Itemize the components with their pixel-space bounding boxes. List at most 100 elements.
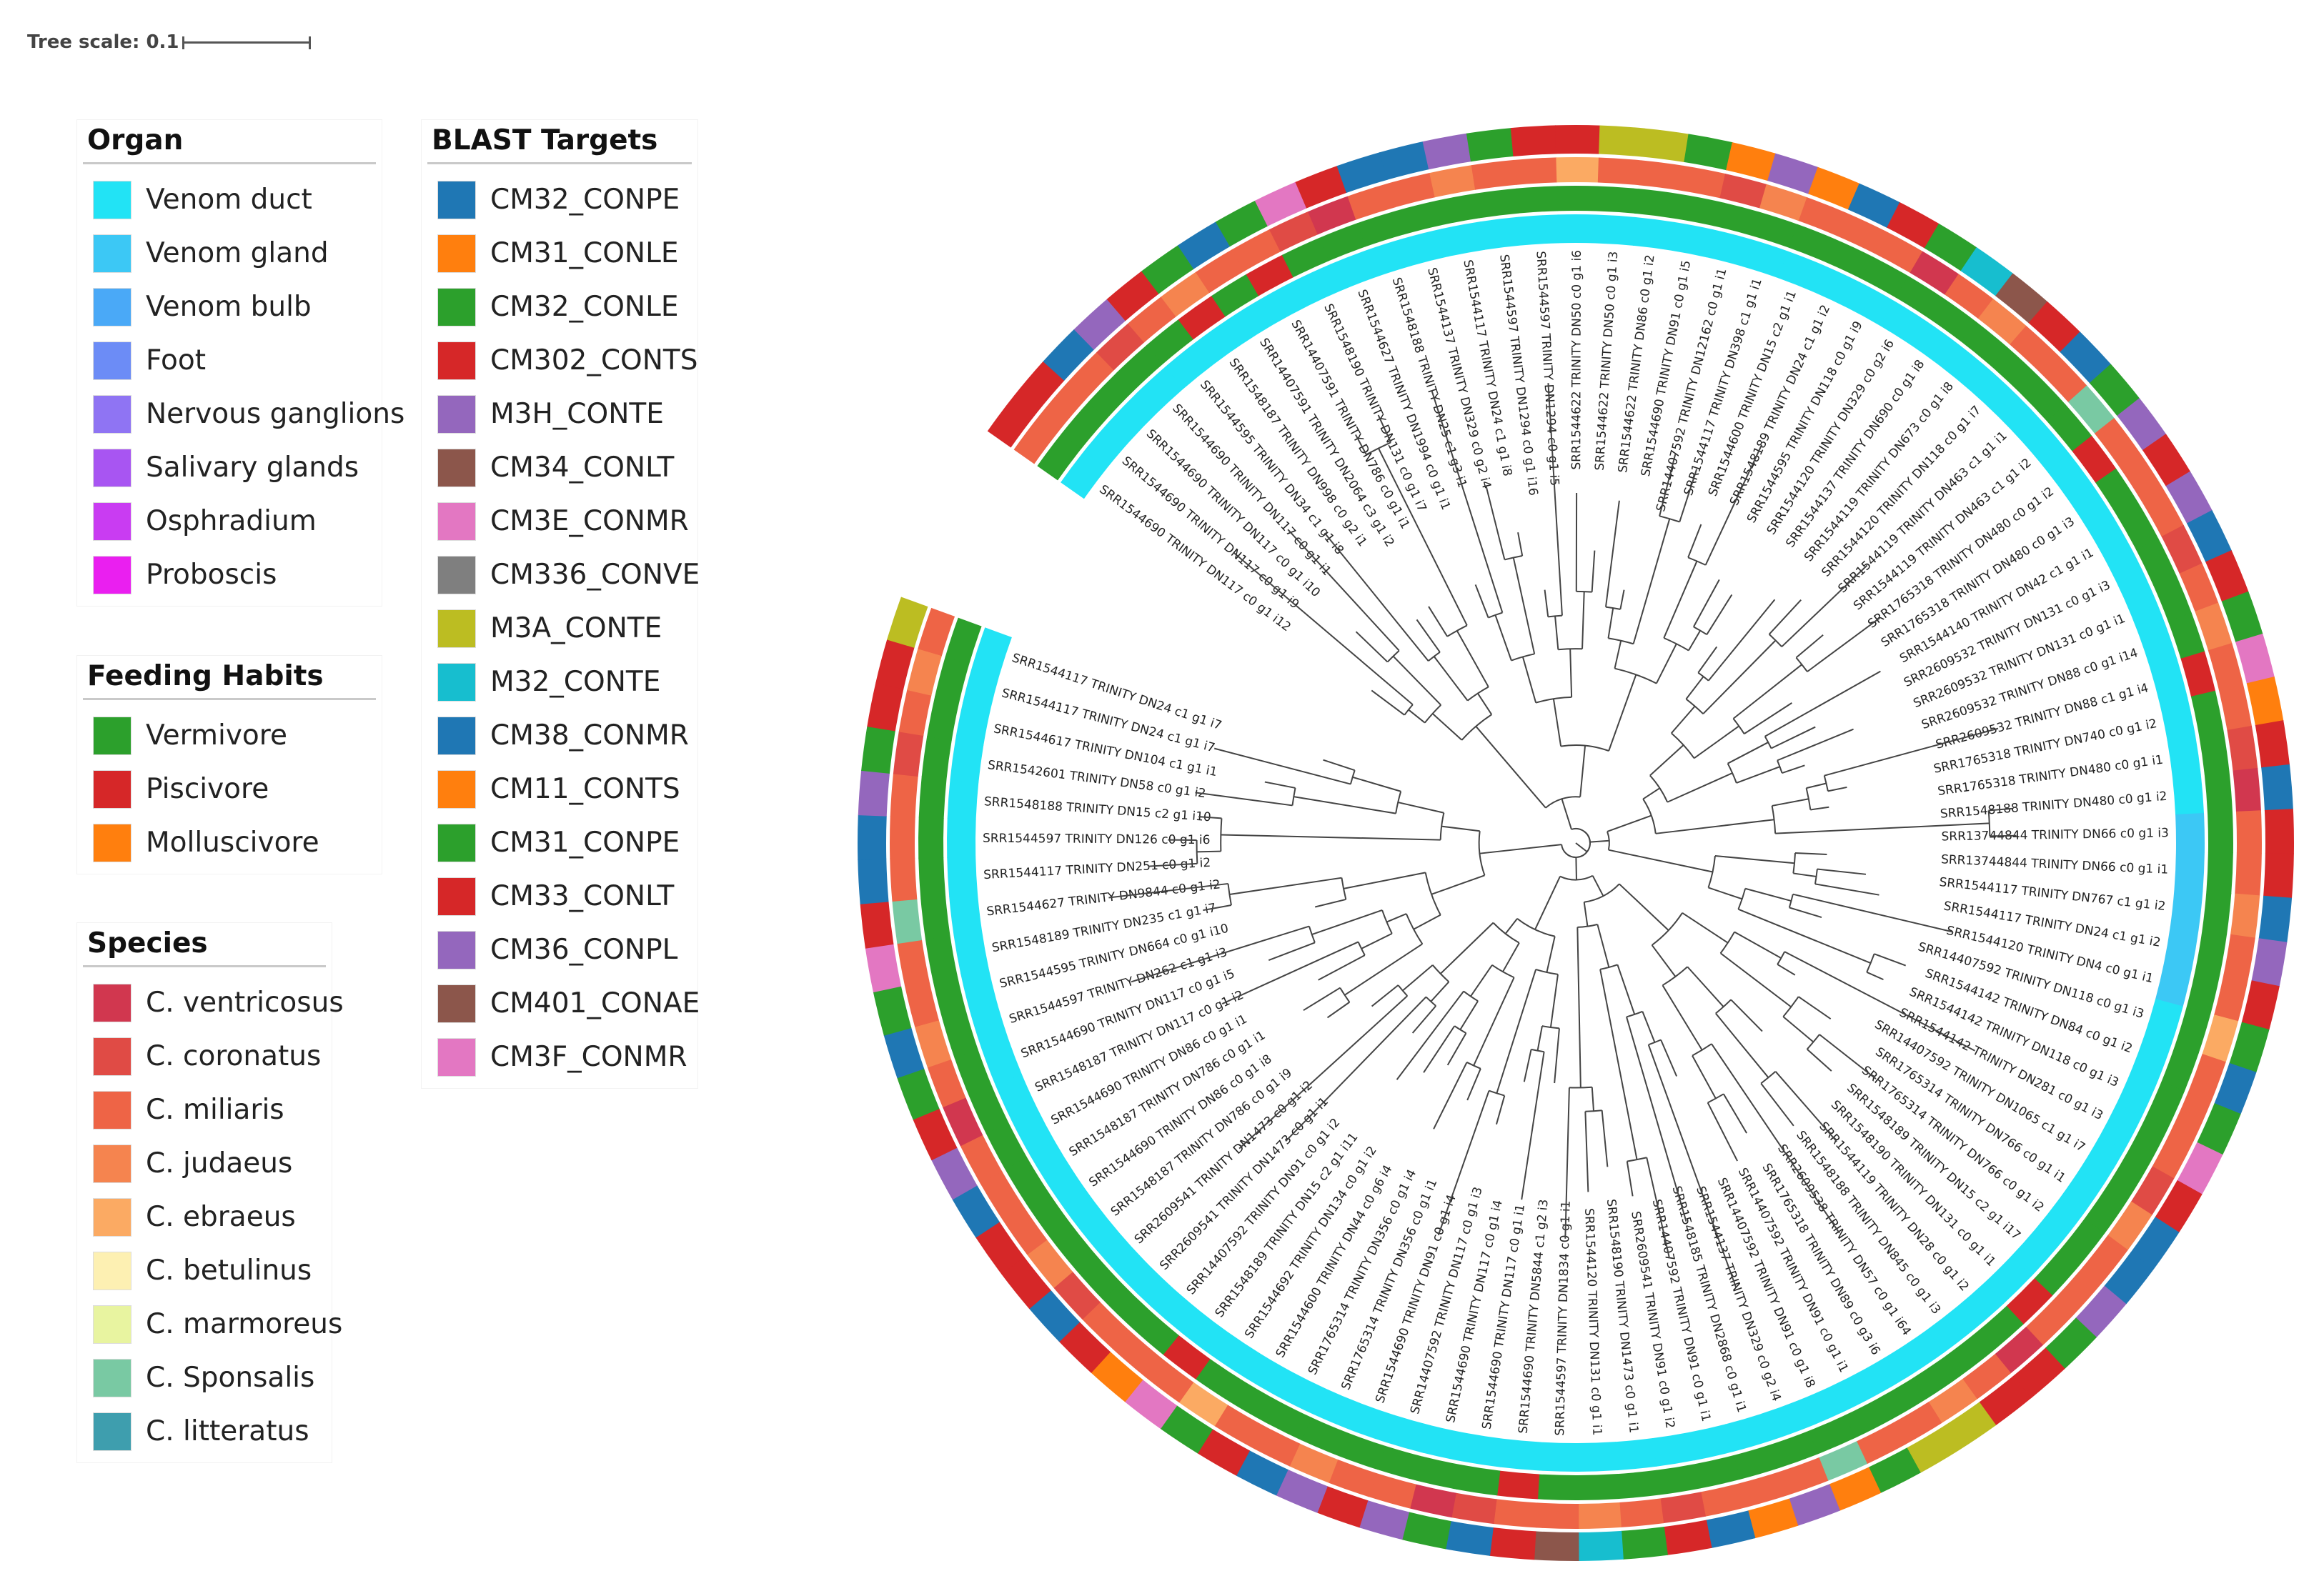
ring-feeding-cell xyxy=(1516,186,1559,214)
tree-arc xyxy=(1599,964,1618,970)
legend-label: C. ventricosus xyxy=(146,987,344,1019)
ring-blast-cell xyxy=(2197,1103,2241,1155)
tree-branch xyxy=(1323,759,1355,772)
ring-species-cell xyxy=(1347,183,1396,220)
leaf-label: SRR1544117 TRINITY DN251 c0 g1 i2 xyxy=(983,856,1211,882)
tree-branch xyxy=(1534,876,1561,930)
ring-organ-cell xyxy=(1846,281,1895,326)
tree-branch xyxy=(1521,1052,1545,1200)
tree-arc xyxy=(1397,984,1409,997)
ring-organ-cell xyxy=(1151,1285,1199,1333)
ring-blast-cell xyxy=(875,639,915,689)
tree-branch xyxy=(1642,787,1661,800)
ring-species-cell xyxy=(2208,642,2244,691)
legend-swatch xyxy=(437,877,476,916)
ring-species-cell xyxy=(1328,1459,1377,1497)
legend-label: C. litteratus xyxy=(146,1415,309,1447)
leaf-label: SRR1544597 TRINITY DN126 c0 g1 i6 xyxy=(983,832,1211,847)
ring-feeding-cell xyxy=(2206,852,2233,894)
tree-branch xyxy=(1760,1082,1794,1127)
ring-species-cell xyxy=(1928,1379,1977,1424)
ring-species-cell xyxy=(1388,172,1436,208)
legend-swatch xyxy=(437,930,476,969)
ring-blast-cell xyxy=(1555,125,1601,154)
tree-branch xyxy=(1988,807,2012,812)
tree-branch xyxy=(1626,1161,1634,1197)
legend-swatch xyxy=(437,716,476,755)
ring-blast-cell xyxy=(2177,1142,2223,1195)
legend-swatch xyxy=(93,502,131,541)
legend-item: CM302_CONTS xyxy=(427,334,698,387)
legend-swatch xyxy=(437,180,476,219)
legend-item: Piscivore xyxy=(83,762,376,816)
tree-arc xyxy=(1381,909,1393,934)
ring-feeding-cell xyxy=(2186,969,2220,1014)
legend-item: Foot xyxy=(83,334,376,387)
ring-organ-cell xyxy=(1956,1282,2005,1330)
ring-organ-cell xyxy=(1615,1438,1657,1471)
legend-swatch xyxy=(93,394,131,434)
tree-branch xyxy=(1679,469,1698,522)
legend-item: C. judaeus xyxy=(83,1137,326,1190)
ring-organ-cell xyxy=(2107,551,2150,599)
tree-branch xyxy=(1777,964,1796,976)
legend-item: C. ebraeus xyxy=(83,1190,326,1244)
ring-organ-cell xyxy=(947,779,979,820)
legend-swatch xyxy=(437,341,476,380)
tree-branch xyxy=(1727,742,1769,764)
ring-feeding-cell xyxy=(1808,1415,1856,1455)
tree-branch xyxy=(1732,664,1802,719)
ring-organ-cell xyxy=(1895,1330,1945,1375)
tree-branch xyxy=(1708,887,1743,900)
ring-species-cell xyxy=(898,689,932,737)
tree-branch xyxy=(1411,1005,1437,1034)
ring-feeding-cell xyxy=(1825,239,1873,279)
legend-swatch xyxy=(93,1037,131,1076)
legend-swatch xyxy=(437,1037,476,1077)
legend-label: M32_CONTE xyxy=(490,666,661,698)
ring-blast-cell xyxy=(1028,1290,1081,1342)
tree-branch xyxy=(1730,999,1763,1032)
ring-organ-cell xyxy=(1578,1442,1618,1472)
tree-branch xyxy=(1775,822,1990,834)
tree-branch xyxy=(1108,882,1228,899)
ring-feeding-cell xyxy=(1026,1190,1071,1238)
ring-species-cell xyxy=(1535,1502,1579,1529)
tree-branch xyxy=(1396,990,1464,1080)
ring-feeding-cell xyxy=(1617,1470,1661,1500)
legend-label: CM34_CONLT xyxy=(490,452,675,484)
ring-blast-cell xyxy=(2186,509,2232,563)
tree-branch xyxy=(1688,630,1702,651)
ring-species-cell xyxy=(1759,184,1808,221)
ring-organ-cell xyxy=(970,1003,1009,1049)
ring-feeding-cell xyxy=(2198,730,2230,774)
ring-blast-cell xyxy=(1295,165,1347,209)
tree-branch xyxy=(1397,802,1444,814)
ring-organ-cell xyxy=(1083,421,1131,469)
tree-branch xyxy=(1475,726,1546,809)
legend-species-title: Species xyxy=(83,927,326,967)
ring-species-cell xyxy=(1268,211,1319,252)
ring-blast-cell xyxy=(1197,1429,1251,1476)
tree-branch xyxy=(1782,1016,1814,1043)
ring-species-cell xyxy=(1779,1457,1829,1496)
tree-branch xyxy=(1655,819,1774,834)
tree-branch xyxy=(1523,1049,1532,1082)
ring-species-cell xyxy=(1837,212,1886,254)
ring-organ-cell xyxy=(2150,659,2188,705)
ring-feeding-cell xyxy=(918,817,944,859)
ring-feeding-cell xyxy=(2161,1044,2199,1092)
ring-species-cell xyxy=(2141,487,2184,537)
ring-organ-cell xyxy=(1669,221,1714,258)
tree-branch xyxy=(1715,1012,1769,1078)
ring-feeding-cell xyxy=(968,1086,1009,1134)
ring-organ-cell xyxy=(2164,926,2199,969)
ring-blast-cell xyxy=(1043,329,1095,381)
tree-branch xyxy=(1554,1028,1560,1084)
ring-organ-cell xyxy=(1441,221,1485,257)
ring-organ-cell xyxy=(1984,1256,2032,1304)
ring-feeding-cell xyxy=(1301,1417,1349,1457)
ring-feeding-cell xyxy=(985,1122,1027,1170)
tree-branch xyxy=(1378,448,1468,626)
tree-branch xyxy=(1793,872,1817,877)
